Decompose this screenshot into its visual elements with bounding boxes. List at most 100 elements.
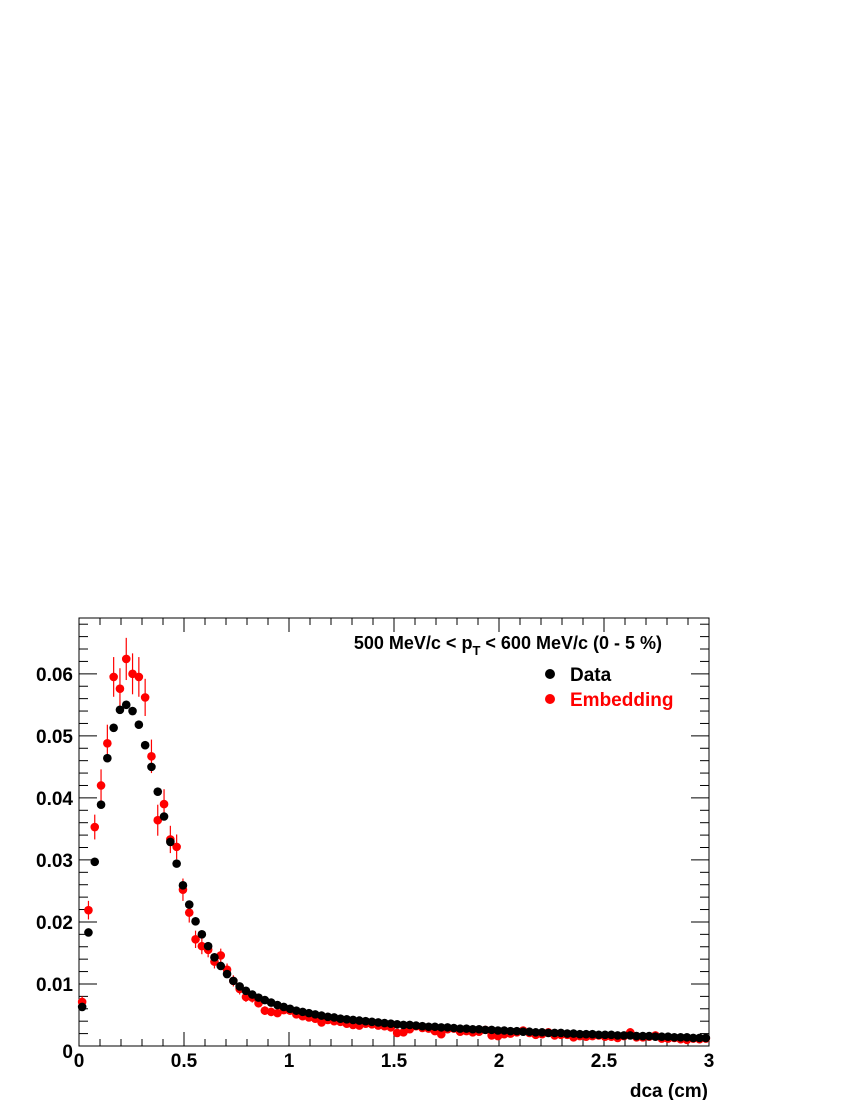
data-point bbox=[84, 928, 93, 937]
y-tick-labels: 0 0.01 0.02 0.03 0.04 0.05 0.06 bbox=[36, 665, 73, 1063]
legend-marker-data bbox=[545, 669, 555, 679]
data-point bbox=[468, 1024, 478, 1034]
data-point bbox=[632, 1031, 641, 1041]
embedding-point bbox=[96, 769, 106, 802]
data-point bbox=[191, 917, 200, 926]
data-point bbox=[166, 837, 175, 847]
plot-frame bbox=[78, 617, 710, 1047]
embedding-point bbox=[191, 930, 200, 948]
data-point bbox=[638, 1031, 648, 1041]
embedding-marker bbox=[153, 815, 163, 825]
data-point bbox=[178, 881, 188, 890]
data-point bbox=[361, 1016, 370, 1026]
data-point bbox=[386, 1019, 396, 1028]
data-series bbox=[77, 700, 711, 1043]
data-point bbox=[134, 720, 144, 729]
data-point bbox=[550, 1028, 559, 1038]
embedding-point bbox=[90, 814, 100, 840]
embedding-marker bbox=[115, 684, 125, 694]
data-point bbox=[222, 969, 232, 979]
annotation-subscript: T bbox=[472, 643, 480, 658]
data-point bbox=[336, 1014, 345, 1024]
data-point bbox=[399, 1020, 408, 1030]
embedding-marker bbox=[96, 781, 106, 790]
plot-border bbox=[78, 617, 710, 1047]
embedding-point bbox=[172, 834, 181, 860]
legend-label-data: Data bbox=[570, 665, 612, 686]
embedding-marker bbox=[121, 654, 131, 664]
data-point bbox=[405, 1020, 415, 1030]
data-point bbox=[644, 1031, 654, 1041]
data-point bbox=[670, 1033, 679, 1042]
embedding-point bbox=[197, 938, 207, 955]
y-tick-label: 0.06 bbox=[36, 665, 73, 686]
data-point bbox=[241, 986, 251, 996]
data-point bbox=[348, 1015, 358, 1025]
data-point bbox=[443, 1023, 452, 1032]
data-point bbox=[96, 800, 106, 810]
data-point bbox=[594, 1030, 604, 1040]
data-point bbox=[115, 705, 125, 715]
data-point bbox=[109, 723, 118, 733]
data-point bbox=[418, 1021, 427, 1031]
embedding-point bbox=[436, 1029, 446, 1039]
data-point bbox=[216, 961, 226, 971]
x-tick-labels: 0 0.5 1 1.5 2 2.5 3 bbox=[74, 1051, 715, 1072]
y-tick-label: 0 bbox=[62, 1042, 73, 1063]
x-tick-label: 3 bbox=[704, 1051, 715, 1072]
embedding-marker bbox=[147, 752, 156, 761]
chart-annotation: 500 MeV/c < pT < 600 MeV/c (0 - 5 %) bbox=[354, 633, 662, 658]
data-point bbox=[462, 1024, 471, 1033]
data-point bbox=[455, 1024, 465, 1033]
data-point bbox=[651, 1032, 660, 1041]
data-point bbox=[449, 1023, 459, 1033]
data-point bbox=[481, 1025, 490, 1035]
data-point bbox=[506, 1026, 515, 1036]
data-point bbox=[90, 857, 100, 867]
data-point bbox=[544, 1028, 553, 1038]
data-point bbox=[103, 753, 112, 763]
data-point bbox=[581, 1029, 591, 1039]
data-point bbox=[607, 1030, 616, 1040]
legend: Data Embedding bbox=[545, 665, 673, 711]
data-point bbox=[525, 1027, 534, 1037]
data-point bbox=[588, 1029, 597, 1039]
data-point bbox=[518, 1027, 528, 1037]
embedding-marker bbox=[191, 935, 200, 944]
annotation-prefix: 500 MeV/c < p bbox=[354, 633, 473, 653]
data-point bbox=[197, 930, 207, 939]
data-point bbox=[128, 706, 137, 716]
data-point bbox=[411, 1021, 421, 1030]
data-point bbox=[380, 1018, 389, 1028]
embedding-point bbox=[153, 804, 163, 836]
annotation-suffix: < 600 MeV/c (0 - 5 %) bbox=[480, 633, 662, 653]
y-tick-label: 0.02 bbox=[36, 913, 73, 934]
data-point bbox=[424, 1022, 433, 1032]
y-tick-label: 0.01 bbox=[36, 975, 73, 996]
data-point bbox=[688, 1033, 698, 1043]
data-point bbox=[676, 1033, 685, 1042]
embedding-point bbox=[140, 678, 150, 717]
data-point bbox=[342, 1015, 352, 1024]
data-point bbox=[203, 941, 213, 951]
x-tick-label: 2.5 bbox=[591, 1051, 618, 1072]
data-point bbox=[436, 1023, 446, 1032]
data-point bbox=[153, 787, 163, 796]
data-point bbox=[121, 700, 131, 710]
data-point bbox=[613, 1031, 622, 1040]
data-point bbox=[663, 1032, 673, 1041]
x-tick-label: 2 bbox=[494, 1051, 505, 1072]
embedding-marker bbox=[392, 1028, 402, 1038]
x-tick-label: 1.5 bbox=[381, 1051, 408, 1072]
data-point bbox=[600, 1030, 610, 1040]
data-point bbox=[695, 1033, 704, 1043]
embedding-marker bbox=[84, 905, 93, 915]
data-point bbox=[235, 982, 244, 991]
data-point bbox=[487, 1025, 496, 1035]
legend-label-embedding: Embedding bbox=[570, 690, 673, 711]
embedding-point bbox=[109, 657, 118, 697]
data-point bbox=[562, 1029, 572, 1038]
embedding-point bbox=[134, 657, 144, 697]
data-point bbox=[569, 1029, 578, 1038]
